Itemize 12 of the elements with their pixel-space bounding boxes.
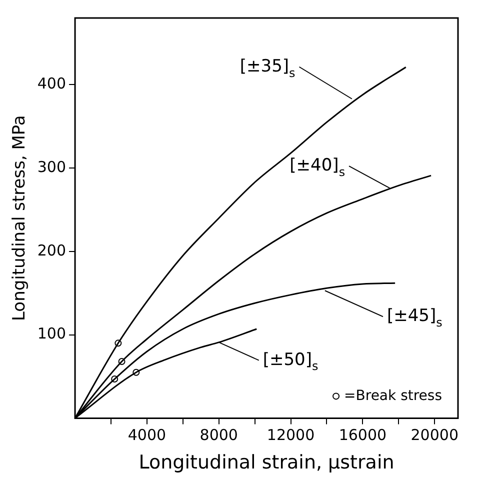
- x-tick-label: 20000: [410, 426, 458, 444]
- y-tick-label: 100: [37, 324, 66, 343]
- y-tick-label: 300: [37, 158, 66, 176]
- y-tick-label: 200: [37, 241, 66, 260]
- x-tick-label: 4000: [128, 426, 166, 444]
- x-tick-label: 12000: [266, 426, 315, 444]
- legend-label: =Break stress: [344, 388, 442, 404]
- x-axis-title: Longitudinal strain, μstrain: [138, 452, 394, 474]
- x-tick-label: 16000: [338, 426, 387, 444]
- y-tick-label: 400: [37, 74, 66, 93]
- y-axis-title: Longitudinal stress, MPa: [10, 115, 30, 322]
- x-tick-label: 8000: [200, 426, 238, 444]
